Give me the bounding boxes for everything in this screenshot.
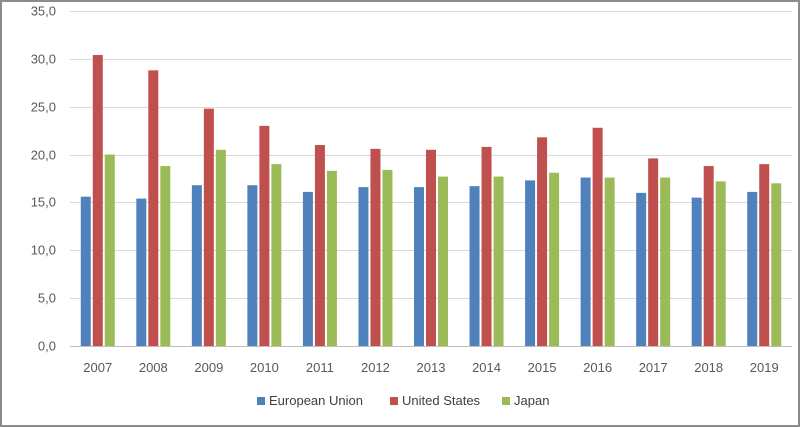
legend-item-united-states: United States [390, 393, 481, 408]
bar-european-union-2018 [691, 197, 702, 346]
bar-japan-2016 [604, 177, 615, 346]
bar-european-union-2013 [414, 187, 424, 346]
x-tick-label: 2012 [361, 360, 390, 375]
x-tick-label: 2013 [417, 360, 446, 375]
x-tick-label: 2018 [694, 360, 723, 375]
bar-japan-2010 [271, 164, 282, 346]
x-tick-label: 2008 [139, 360, 168, 375]
bar-united-states-2011 [314, 145, 325, 346]
bar-united-states-2016 [592, 127, 603, 347]
x-tick-label: 2010 [250, 360, 279, 375]
bar-european-union-2012 [358, 187, 369, 346]
bar-united-states-2015 [537, 137, 548, 346]
y-tick-label: 10,0 [31, 243, 56, 258]
y-axis-tick-labels: 0,0 5,0 10,0 15,0 20,0 25,0 30,0 35,0 [31, 4, 56, 354]
bar-european-union-2014 [469, 186, 480, 346]
legend-label: European Union [269, 393, 363, 408]
bar-japan-2013 [438, 176, 448, 346]
x-tick-label: 2016 [583, 360, 612, 375]
bar-united-states-2008 [148, 70, 159, 346]
bar-japan-2015 [549, 172, 560, 346]
x-tick-label: 2007 [83, 360, 112, 375]
legend-swatch [502, 397, 510, 405]
bars [80, 55, 782, 347]
bar-united-states-2018 [703, 166, 714, 346]
y-tick-label: 15,0 [31, 195, 56, 210]
bar-european-union-2011 [302, 191, 313, 346]
bar-japan-2012 [382, 169, 393, 346]
x-tick-label: 2014 [472, 360, 501, 375]
y-tick-label: 30,0 [31, 52, 56, 67]
bar-european-union-2009 [191, 185, 202, 346]
bar-european-union-2008 [136, 198, 147, 346]
bar-united-states-2007 [92, 55, 103, 346]
bar-japan-2018 [715, 181, 726, 346]
bar-european-union-2007 [80, 196, 91, 346]
bar-japan-2007 [104, 154, 115, 346]
bar-japan-2011 [326, 170, 337, 346]
y-tick-label: 20,0 [31, 148, 56, 163]
legend-swatch [390, 397, 398, 405]
bar-european-union-2016 [580, 177, 591, 346]
bar-european-union-2017 [636, 192, 647, 346]
bar-japan-2009 [215, 149, 226, 346]
bar-united-states-2013 [426, 149, 436, 346]
bar-united-states-2014 [481, 146, 492, 346]
bar-united-states-2009 [203, 108, 214, 346]
legend-label: United States [402, 393, 481, 408]
x-axis-tick-labels: 2007 2008 2009 2010 2011 2012 2013 2014 2015 2016… [83, 360, 778, 375]
bar-united-states-2010 [259, 125, 270, 346]
bar-european-union-2010 [247, 185, 258, 346]
x-tick-label: 2011 [306, 360, 334, 375]
bar-japan-2014 [493, 176, 504, 346]
bar-european-union-2019 [747, 191, 758, 346]
x-tick-label: 2015 [528, 360, 557, 375]
legend: European Union United States Japan [257, 393, 549, 408]
y-tick-label: 25,0 [31, 100, 56, 115]
x-tick-label: 2017 [639, 360, 668, 375]
x-tick-label: 2019 [750, 360, 779, 375]
y-tick-label: 0,0 [38, 339, 56, 354]
bar-japan-2017 [660, 177, 671, 346]
x-tick-label: 2009 [194, 360, 223, 375]
legend-item-japan: Japan [502, 393, 549, 408]
y-tick-label: 5,0 [38, 291, 56, 306]
y-tick-label: 35,0 [31, 4, 56, 19]
legend-swatch [257, 397, 265, 405]
bar-japan-2019 [771, 183, 782, 346]
legend-label: Japan [514, 393, 549, 408]
legend-item-european-union: European Union [257, 393, 363, 408]
bar-united-states-2017 [648, 158, 659, 346]
bar-japan-2008 [160, 166, 171, 346]
bar-united-states-2019 [759, 164, 770, 346]
bar-european-union-2015 [525, 180, 536, 346]
bar-united-states-2012 [370, 148, 381, 346]
